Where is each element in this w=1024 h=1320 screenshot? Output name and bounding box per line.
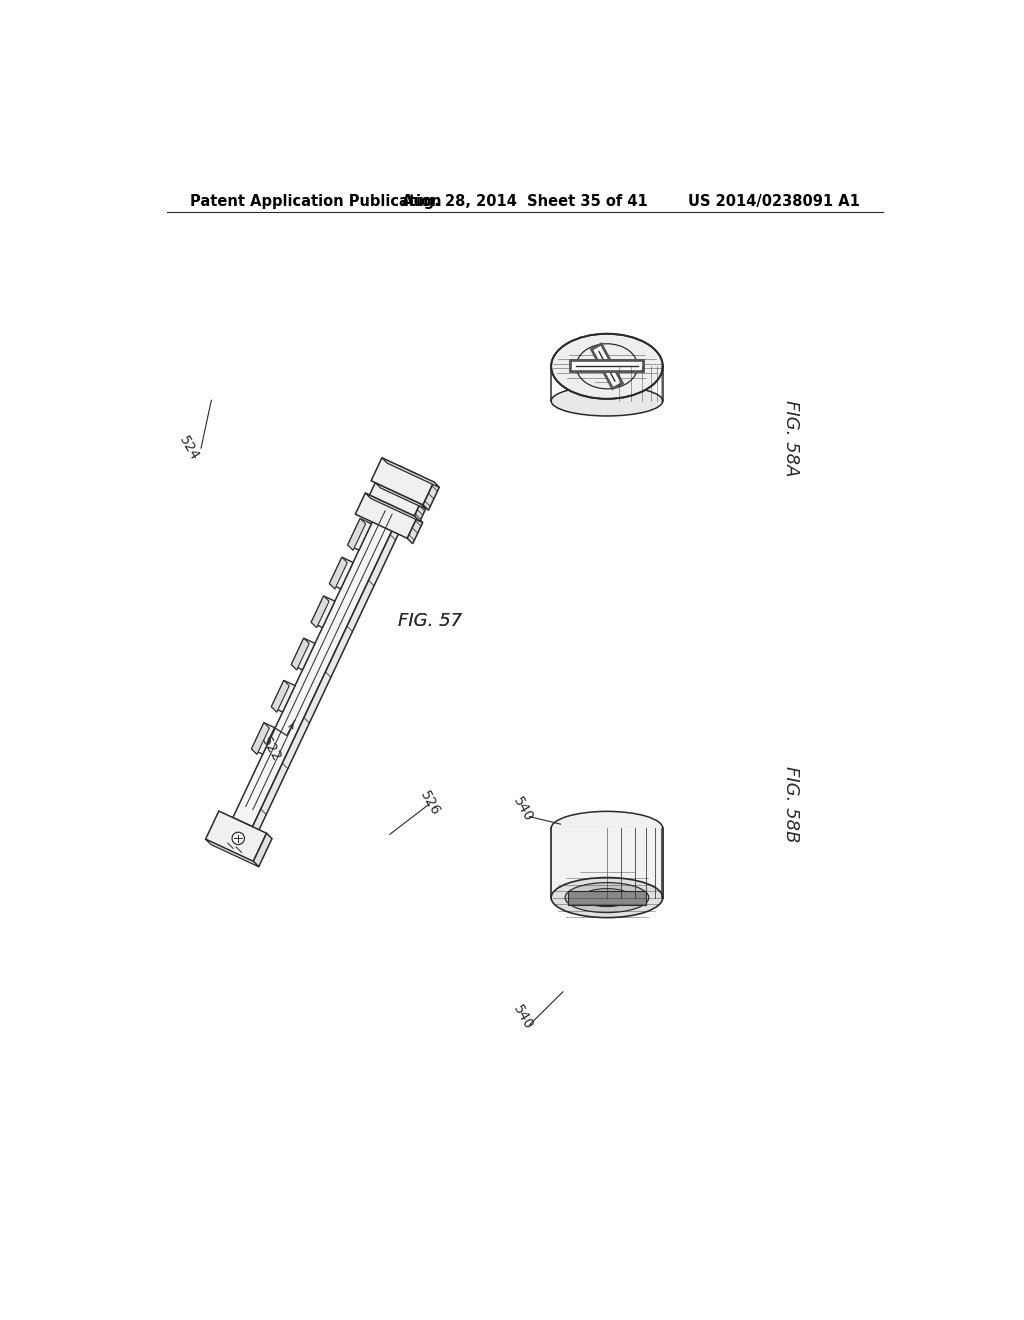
Ellipse shape — [565, 883, 649, 912]
Polygon shape — [291, 638, 309, 671]
Polygon shape — [551, 829, 663, 898]
Text: 540: 540 — [511, 1002, 536, 1032]
Polygon shape — [252, 722, 275, 754]
Text: 526: 526 — [417, 789, 442, 818]
Polygon shape — [370, 483, 420, 516]
Polygon shape — [355, 494, 417, 539]
Text: FIG. 57: FIG. 57 — [397, 612, 462, 630]
Polygon shape — [568, 891, 646, 904]
Polygon shape — [371, 458, 434, 504]
Polygon shape — [271, 680, 295, 711]
Text: FIG. 58A: FIG. 58A — [781, 400, 800, 477]
Text: FIG. 57: FIG. 57 — [397, 612, 462, 630]
Polygon shape — [232, 466, 419, 826]
Polygon shape — [423, 482, 439, 511]
Ellipse shape — [551, 878, 663, 917]
Text: 522: 522 — [258, 734, 284, 764]
Text: 540: 540 — [511, 795, 536, 824]
Polygon shape — [271, 680, 289, 713]
Ellipse shape — [551, 385, 663, 416]
Polygon shape — [330, 557, 347, 589]
Polygon shape — [348, 519, 372, 550]
Text: 524: 524 — [177, 433, 202, 463]
Polygon shape — [330, 557, 353, 589]
Circle shape — [232, 832, 245, 845]
Polygon shape — [415, 503, 426, 521]
Text: US 2014/0238091 A1: US 2014/0238091 A1 — [688, 194, 859, 209]
Polygon shape — [253, 475, 424, 832]
Ellipse shape — [551, 812, 663, 845]
Ellipse shape — [582, 888, 632, 907]
Polygon shape — [376, 483, 426, 510]
Text: FIG. 58B: FIG. 58B — [781, 766, 800, 842]
Polygon shape — [382, 458, 439, 487]
Text: Aug. 28, 2014  Sheet 35 of 41: Aug. 28, 2014 Sheet 35 of 41 — [402, 194, 647, 209]
Polygon shape — [348, 519, 366, 550]
Polygon shape — [311, 595, 329, 628]
Polygon shape — [252, 722, 269, 755]
Text: Patent Application Publication: Patent Application Publication — [190, 194, 441, 209]
Polygon shape — [311, 595, 335, 627]
Polygon shape — [206, 810, 266, 862]
Polygon shape — [366, 494, 423, 523]
Ellipse shape — [551, 334, 663, 399]
Polygon shape — [408, 517, 423, 544]
Polygon shape — [253, 833, 272, 867]
Polygon shape — [206, 840, 259, 867]
Polygon shape — [291, 638, 315, 669]
